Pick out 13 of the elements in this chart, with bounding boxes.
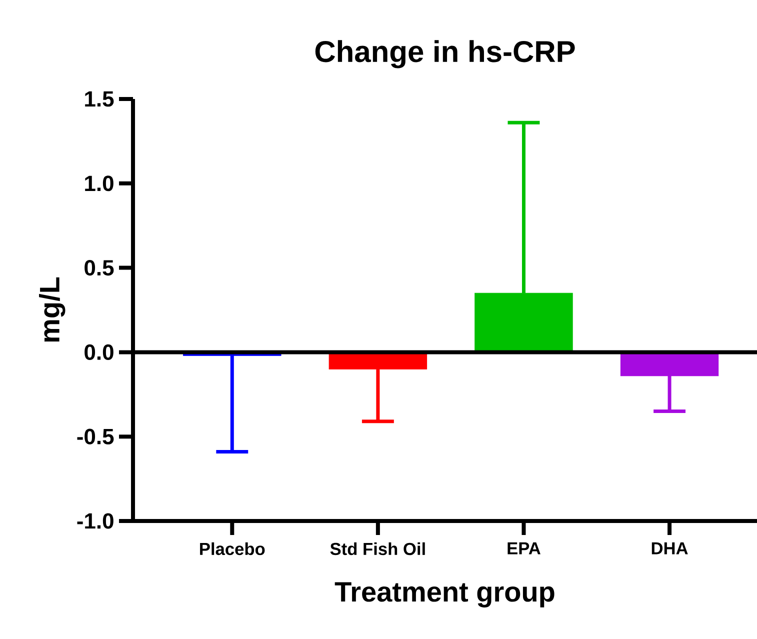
x-tick-label: Placebo — [200, 542, 265, 556]
x-axis-title: Treatment group — [334, 582, 554, 608]
y-tick-label: 1.0 — [85, 176, 114, 192]
x-tick-label: EPA — [508, 542, 540, 554]
y-tick-label: 0.5 — [84, 260, 114, 276]
chart-title: Change in hs-CRP — [315, 40, 575, 68]
y-axis-title: mg/L — [39, 277, 66, 342]
y-tick-label: -0.5 — [77, 428, 114, 444]
x-tick-label: DHA — [652, 542, 688, 554]
x-tick-label: Std Fish Oil — [330, 542, 425, 556]
y-tick-label: 1.5 — [85, 91, 114, 107]
y-tick-label: 0.0 — [84, 344, 114, 360]
y-tick-label: -1.0 — [77, 513, 114, 529]
